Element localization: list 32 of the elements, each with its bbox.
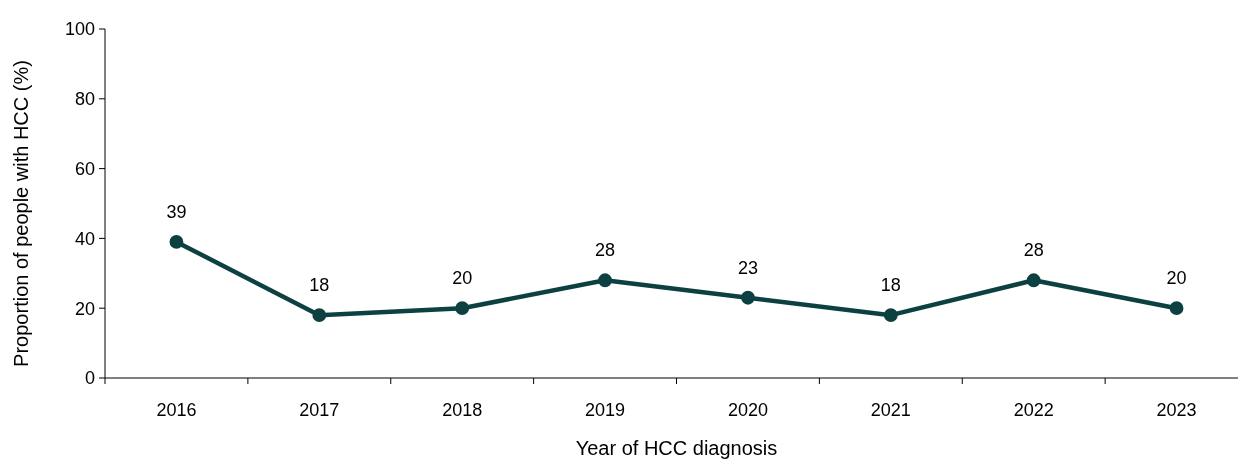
data-label: 18: [309, 275, 330, 296]
x-tick-label: 2020: [727, 400, 768, 420]
point: [455, 301, 470, 316]
y-tick-label: 0: [84, 368, 95, 389]
x-tick-label: 2022: [1013, 400, 1054, 420]
point: [1026, 273, 1041, 288]
data-label: 28: [595, 240, 616, 261]
point: [1169, 301, 1184, 316]
data-label: 28: [1023, 240, 1044, 261]
y-tick-label: 80: [74, 89, 95, 110]
y-axis-title: Proportion of people with HCC (%): [10, 60, 32, 367]
y-tick-label: 60: [74, 158, 95, 179]
point: [169, 234, 184, 249]
point: [883, 308, 898, 323]
x-tick-label: 2017: [299, 400, 340, 420]
x-tick-label: 2021: [870, 400, 911, 420]
point: [741, 290, 755, 305]
x-tick-label: 2016: [156, 400, 197, 420]
data-label: 18: [880, 275, 901, 296]
y-tick-label: 100: [64, 19, 95, 40]
point: [312, 308, 327, 323]
x-tick-label: 2023: [1156, 400, 1197, 420]
data-label: 20: [1166, 268, 1187, 289]
data-label: 23: [737, 257, 758, 278]
data-label: 39: [166, 201, 187, 222]
y-tick-label: 40: [74, 228, 95, 249]
x-axis-title: Year of HCC diagnosis: [575, 437, 778, 459]
data-label: 20: [452, 268, 473, 289]
x-tick-label: 2019: [585, 400, 626, 420]
point: [598, 273, 612, 288]
x-tick-label: 2018: [442, 400, 483, 420]
y-tick-label: 20: [74, 298, 95, 319]
